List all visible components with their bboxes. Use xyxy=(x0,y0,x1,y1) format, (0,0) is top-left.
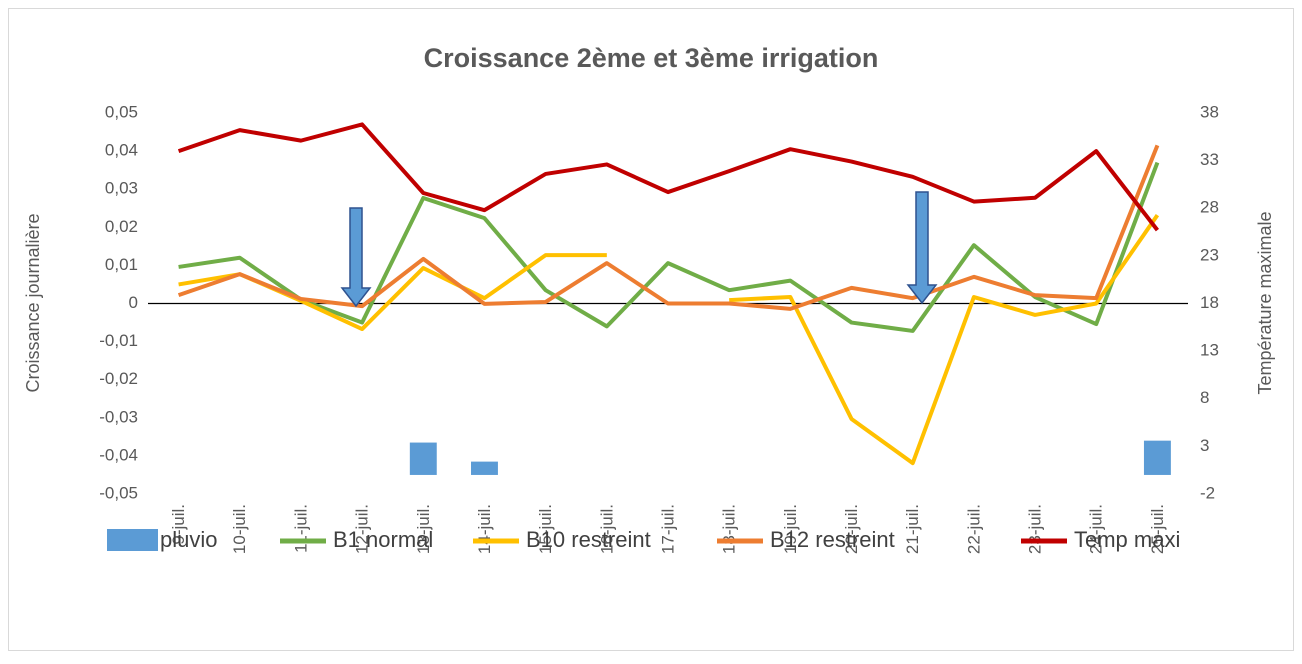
x-tick-label: 16-juil. xyxy=(597,504,616,554)
y-tick-label: 0,05 xyxy=(105,102,138,121)
line-series xyxy=(177,122,1159,232)
bar xyxy=(471,461,498,475)
y-tick-label: -0,05 xyxy=(99,483,138,502)
legend-label: pluvio xyxy=(160,527,217,552)
x-tick-label: 12-juil. xyxy=(353,504,372,554)
y-tick-label: 0,02 xyxy=(105,217,138,236)
x-tick-label: 17-juil. xyxy=(658,504,677,554)
x-tick-label: 13-juil. xyxy=(414,504,433,554)
x-tick-label: 15-juil. xyxy=(536,504,555,554)
x-tick-label: 11-juil. xyxy=(291,504,310,553)
x-tick-label: 22-juil. xyxy=(964,504,983,554)
x-tick-label: 14-juil. xyxy=(475,504,494,554)
y2-tick-label: 3 xyxy=(1200,436,1209,455)
x-tick-label: 23-juil. xyxy=(1026,504,1045,554)
bar xyxy=(1143,440,1171,475)
irrigation-arrow xyxy=(340,191,938,308)
y-tick-label: 0,03 xyxy=(105,179,138,198)
x-tick-label: 24-juil. xyxy=(1087,504,1106,554)
legend-label: B1 normal xyxy=(333,527,433,552)
y-tick-label: 0 xyxy=(129,293,138,312)
y2-tick-label: 28 xyxy=(1200,198,1219,217)
y-axis-title: Croissance journalière xyxy=(23,213,43,392)
y-tick-label: -0,03 xyxy=(99,407,138,426)
legend-swatch xyxy=(107,529,158,551)
y2-tick-label: 38 xyxy=(1200,102,1219,121)
legend-label: Temp maxi xyxy=(1074,527,1180,552)
x-tick-label: 21-juil. xyxy=(903,504,922,554)
y-tick-label: -0,04 xyxy=(99,445,138,464)
bar xyxy=(409,442,437,475)
line-series xyxy=(177,144,1160,311)
x-tick-label: 18-juil. xyxy=(720,504,739,554)
legend-label: B12 restreint xyxy=(770,527,895,552)
y2-tick-label: 23 xyxy=(1200,245,1219,264)
x-tick-label: 9-juil. xyxy=(169,504,188,545)
x-tick-label: 10-juil. xyxy=(230,504,249,554)
chart-title: Croissance 2ème et 3ème irrigation xyxy=(424,43,879,73)
y2-tick-label: 8 xyxy=(1200,388,1209,407)
x-tick-label: 20-juil. xyxy=(842,504,861,554)
y2-tick-label: 13 xyxy=(1200,341,1219,360)
y-tick-label: 0,01 xyxy=(105,255,138,274)
y2-tick-label: 33 xyxy=(1200,150,1219,169)
y-tick-label: 0,04 xyxy=(105,141,138,160)
y2-tick-label: 18 xyxy=(1200,293,1219,312)
y-tick-label: -0,01 xyxy=(99,331,138,350)
line-series xyxy=(178,161,1160,333)
y2-tick-label: -2 xyxy=(1200,483,1215,502)
chart-border xyxy=(8,8,1294,651)
x-tick-label: 19-juil. xyxy=(781,504,800,554)
y-tick-label: -0,02 xyxy=(99,369,138,388)
x-tick-label: 25-juil. xyxy=(1148,504,1167,554)
plot-area: -0,05 -0,04 -0,03 -0,02 -0,01 0 0,01 0,02 0,03 0,… xyxy=(99,102,1219,554)
y2-axis-title: Température maximale xyxy=(1255,211,1275,394)
legend-label: B10 restreint xyxy=(526,527,651,552)
